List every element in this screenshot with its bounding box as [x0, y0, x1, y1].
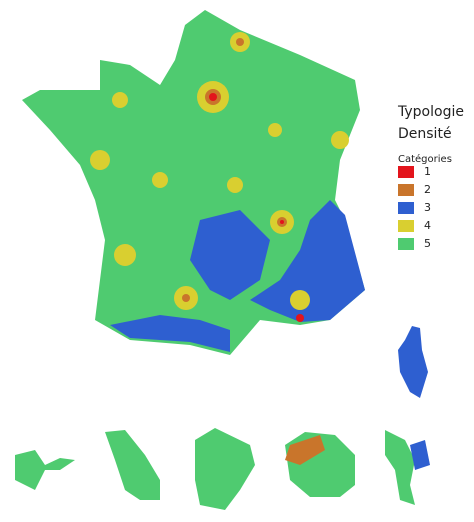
- legend-label: 4: [424, 219, 431, 232]
- legend-label: 5: [424, 237, 431, 250]
- legend-swatch: [398, 202, 414, 214]
- mayotte: [385, 430, 415, 505]
- city: [268, 123, 282, 137]
- martinique: [105, 430, 160, 500]
- city: [90, 150, 110, 170]
- region: [190, 210, 270, 300]
- city: [112, 92, 128, 108]
- legend: Typologie Densité Catégories 1 2 3 4 5: [397, 104, 464, 250]
- corsica: [398, 326, 428, 398]
- legend-label: 3: [424, 201, 431, 214]
- reunion-urban: [285, 435, 325, 465]
- city: [114, 244, 136, 266]
- city: [152, 172, 168, 188]
- legend-title: Typologie: [397, 104, 464, 120]
- city: [296, 314, 304, 322]
- city: [227, 177, 243, 193]
- legend-label: 1: [424, 165, 431, 178]
- city: [209, 93, 217, 101]
- guyane: [195, 428, 255, 510]
- legend-title: Densité: [398, 126, 452, 142]
- legend-swatch: [398, 220, 414, 232]
- legend-items: 1 2 3 4 5: [398, 165, 431, 250]
- legend-swatch: [398, 184, 414, 196]
- city: [236, 38, 244, 46]
- legend-subtitle: Catégories: [398, 153, 452, 165]
- region: [110, 315, 230, 352]
- guadeloupe: [15, 450, 75, 490]
- legend-label: 2: [424, 183, 431, 196]
- city: [280, 220, 284, 224]
- mainland: [22, 10, 365, 355]
- region: [250, 200, 365, 322]
- legend-swatch: [398, 166, 414, 178]
- legend-swatch: [398, 238, 414, 250]
- city: [290, 290, 310, 310]
- region: [22, 10, 365, 355]
- city: [331, 131, 349, 149]
- mayotte-east: [410, 440, 430, 470]
- city: [182, 294, 190, 302]
- overseas: [15, 428, 430, 510]
